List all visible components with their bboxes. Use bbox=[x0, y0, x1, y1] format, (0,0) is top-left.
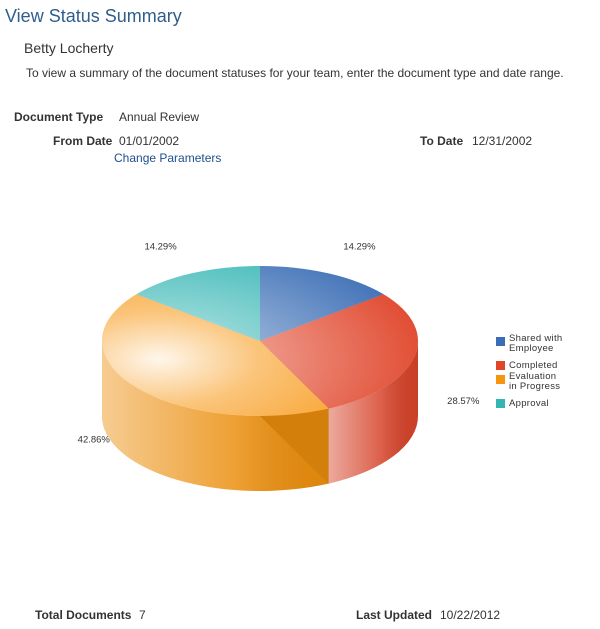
from-date-label: From Date bbox=[53, 134, 113, 148]
total-documents-label: Total Documents bbox=[35, 608, 132, 622]
legend-label: Approval bbox=[509, 398, 549, 409]
pie-data-label: 14.29% bbox=[144, 242, 177, 253]
legend-swatch-approval bbox=[496, 399, 505, 408]
legend-swatch-evaluation-in-progress bbox=[496, 375, 505, 384]
pie-data-label: 14.29% bbox=[343, 242, 376, 253]
pie-side-highlight bbox=[328, 341, 418, 484]
to-date-label: To Date bbox=[420, 134, 464, 148]
last-updated-label: Last Updated bbox=[356, 608, 433, 622]
legend-label: in Progress bbox=[509, 381, 560, 392]
legend-label: Employee bbox=[509, 343, 554, 354]
legend-label: Evaluation bbox=[509, 371, 556, 382]
pie-side-highlight bbox=[102, 341, 329, 491]
legend-swatch-shared-with-employee bbox=[496, 337, 505, 346]
total-documents-value: 7 bbox=[139, 608, 146, 622]
to-date-value: 12/31/2002 bbox=[472, 134, 533, 148]
page-title: View Status Summary bbox=[5, 6, 182, 26]
pie-data-label: 42.86% bbox=[78, 435, 111, 446]
instructions-text: To view a summary of the document status… bbox=[26, 66, 564, 80]
change-parameters-link[interactable]: Change Parameters bbox=[114, 151, 222, 165]
document-type-value: Annual Review bbox=[119, 110, 200, 124]
legend-swatch-completed bbox=[496, 361, 505, 370]
document-type-label: Document Type bbox=[14, 110, 104, 124]
last-updated-value: 10/22/2012 bbox=[440, 608, 501, 622]
legend-label: Shared with bbox=[509, 333, 562, 344]
pie-gloss bbox=[102, 266, 418, 416]
from-date-value: 01/01/2002 bbox=[119, 134, 180, 148]
employee-name: Betty Locherty bbox=[24, 40, 114, 56]
pie-data-label: 28.57% bbox=[447, 396, 480, 407]
legend-label: Completed bbox=[509, 360, 558, 371]
